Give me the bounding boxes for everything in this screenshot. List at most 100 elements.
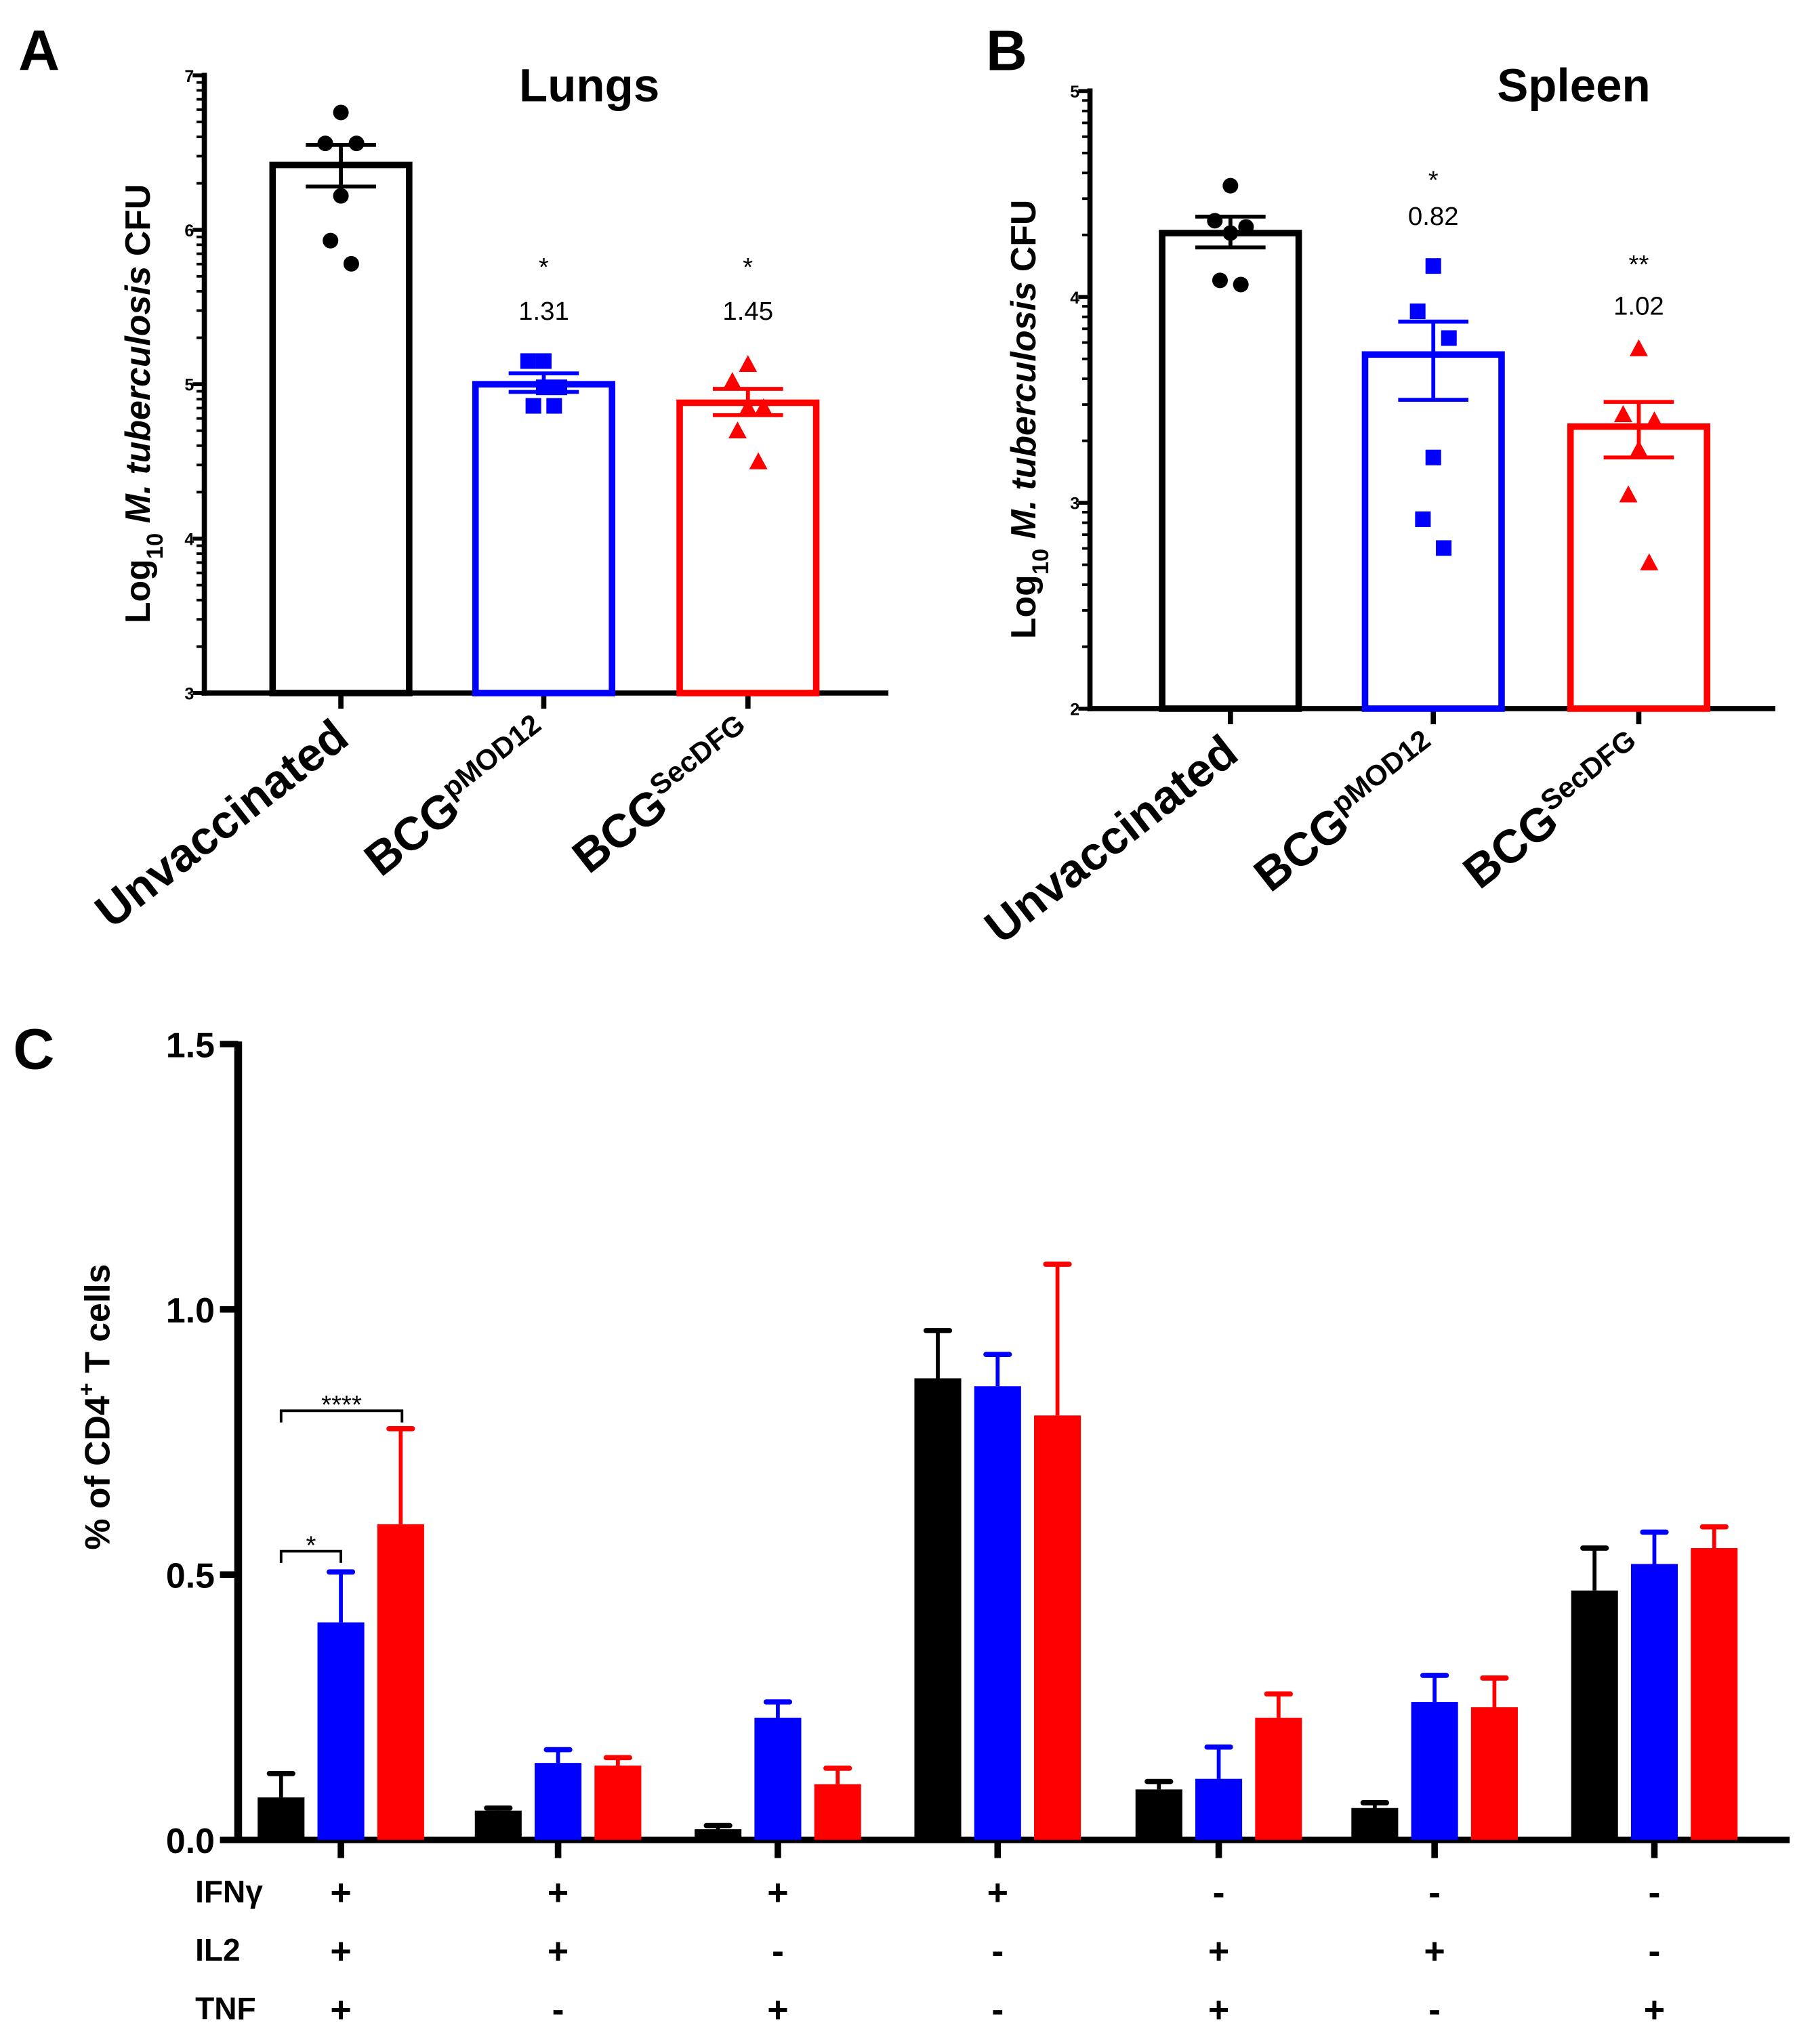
data-point-circle <box>1222 225 1239 241</box>
y-label-rest: T cells <box>77 1264 117 1383</box>
data-point-circle <box>323 232 339 249</box>
sign-ifng: + <box>767 1873 788 1913</box>
y-tick-label: 2 <box>1070 701 1079 719</box>
sign-tnf: - <box>552 1989 564 2030</box>
y-label-subscript: 10 <box>1028 549 1054 575</box>
bar-secdfg <box>676 399 820 696</box>
y-axis-label: % of CD4+ T cells <box>73 1264 117 1550</box>
sign-tnf: + <box>1208 1989 1229 2030</box>
category-label-superscript: SecDFG <box>644 708 751 801</box>
data-point-triangle <box>739 355 758 373</box>
data-point-triangle <box>1645 411 1664 429</box>
y-tick-label: 0.5 <box>166 1556 215 1595</box>
significance-stars: * <box>743 253 753 282</box>
significance-stars: ** <box>1629 250 1649 279</box>
data-point-triangle <box>723 372 742 390</box>
bar <box>695 1829 742 1840</box>
panel-letter-c: C <box>13 1018 54 1081</box>
data-point-circle <box>317 135 333 152</box>
chart-title: Spleen <box>1497 59 1651 112</box>
row-label-ifng: IFNγ <box>195 1874 263 1909</box>
data-point-triangle <box>1613 404 1632 422</box>
bar-pmod12 <box>1361 351 1505 712</box>
data-point-square <box>520 353 536 369</box>
data-point-triangle <box>749 452 768 470</box>
y-tick-label: 4 <box>184 530 194 549</box>
category-label: BCGpMOD12 <box>354 708 560 886</box>
bar <box>814 1784 861 1840</box>
significance-stars: **** <box>321 1390 362 1419</box>
bar <box>1351 1808 1399 1840</box>
bar <box>1470 1707 1518 1840</box>
fold-reduction-value: 1.31 <box>518 297 569 326</box>
chart-title: Lungs <box>519 59 659 112</box>
significance-bracket <box>279 1549 342 1563</box>
y-label-italic: M. tuberculosis <box>1004 282 1043 549</box>
sign-ifng: - <box>1649 1873 1661 1913</box>
sign-il2: + <box>1208 1931 1229 1972</box>
fold-reduction-value: 1.02 <box>1613 291 1664 320</box>
category-label: Unvaccinated <box>974 724 1247 953</box>
data-point-circle <box>333 188 349 204</box>
y-axis-label: Log10 M. tuberculosis CFU <box>118 184 168 623</box>
category-label: BCGSecDFG <box>562 708 765 883</box>
sign-tnf: - <box>991 1989 1004 2030</box>
fold-reduction-value: 0.82 <box>1408 202 1459 231</box>
sign-ifng: + <box>987 1873 1008 1913</box>
y-label-subscript: 10 <box>142 533 168 559</box>
panel-a-lungs-chart: Lungs Log10 M. tuberculosis CFU 3 4 5 6 7 Unvac… <box>85 59 889 938</box>
data-point-triangle <box>1640 553 1659 570</box>
data-point-circle <box>1212 272 1228 289</box>
sign-il2: + <box>548 1931 569 1972</box>
sign-ifng: + <box>548 1873 569 1913</box>
bar <box>594 1766 642 1840</box>
bar <box>377 1524 424 1840</box>
data-point-square <box>1436 540 1452 556</box>
bar <box>1571 1590 1618 1840</box>
bar <box>1135 1789 1182 1840</box>
data-point-triangle <box>1630 440 1648 457</box>
data-point-square <box>1409 303 1426 320</box>
data-point-square <box>546 398 562 414</box>
y-tick-label: 5 <box>1070 83 1079 102</box>
panel-c-cytokine-chart: % of CD4+ T cells0.00.51.01.5IFNγIL2TNF+… <box>73 1025 1790 2030</box>
data-point-square <box>525 398 541 414</box>
data-point-circle <box>343 255 359 272</box>
y-tick-label: 0.0 <box>166 1821 215 1860</box>
sign-tnf: + <box>1644 1989 1665 2030</box>
significance-stars: * <box>539 253 549 282</box>
data-point-circle <box>333 104 349 121</box>
y-tick-label: 1.5 <box>166 1025 215 1064</box>
data-point-circle <box>1238 219 1254 235</box>
bar-unvaccinated <box>1159 230 1302 712</box>
significance-bracket <box>279 1409 404 1423</box>
data-point-square <box>535 353 552 369</box>
sign-il2: - <box>772 1931 784 1972</box>
bar <box>1630 1564 1678 1840</box>
significance-stars: * <box>306 1530 316 1560</box>
y-label-suffix: CFU <box>1004 200 1043 282</box>
sign-ifng: + <box>330 1873 351 1913</box>
panel-letter-b: B <box>986 19 1027 83</box>
y-axis-label: Log10 M. tuberculosis CFU <box>1004 200 1054 639</box>
bar <box>1034 1415 1081 1840</box>
data-point-triangle <box>1630 339 1648 356</box>
sign-tnf: - <box>1428 1989 1441 2030</box>
sign-il2: - <box>1649 1931 1661 1972</box>
category-label: BCGpMOD12 <box>1243 724 1450 902</box>
category-label-superscript: SecDFG <box>1534 724 1641 817</box>
data-point-circle <box>348 135 365 152</box>
y-label-main: % of CD4 <box>77 1396 117 1550</box>
y-label-superscript: + <box>73 1383 98 1396</box>
data-point-circle <box>1222 178 1239 194</box>
sign-ifng: - <box>1428 1873 1441 1913</box>
data-point-circle <box>1233 276 1249 293</box>
data-point-triangle <box>1619 485 1638 503</box>
y-tick-label: 3 <box>184 685 194 704</box>
y-tick-label: 6 <box>184 222 194 241</box>
y-label-italic: M. tuberculosis <box>118 266 157 533</box>
bar-secdfg <box>1567 423 1711 712</box>
y-tick-label: 3 <box>1070 495 1079 514</box>
y-label-prefix: Log <box>118 559 157 623</box>
